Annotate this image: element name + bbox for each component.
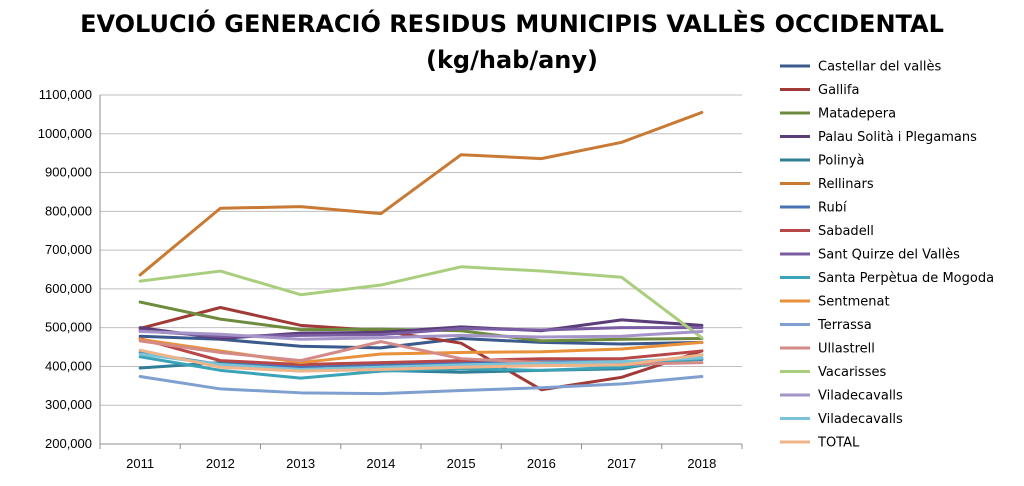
chart-title-line2: (kg/hab/any)	[426, 46, 598, 74]
legend-label: Ullastrell	[818, 342, 875, 357]
series-line-0	[138, 334, 704, 350]
series-line-15	[138, 352, 704, 372]
x-tick-label: 2017	[607, 456, 636, 471]
x-tick-label: 2012	[206, 456, 235, 471]
y-tick-label: 300,000	[45, 397, 92, 412]
legend-label: Rubí	[818, 201, 847, 216]
chart-title-line1: EVOLUCIÓ GENERACIÓ RESIDUS MUNICIPIS VAL…	[80, 8, 944, 38]
legend: Castellar del vallès Gallifa Matadepera Pal…	[780, 60, 994, 451]
series-line-13	[138, 265, 704, 340]
legend-label: Vacarisses	[818, 365, 886, 380]
axes	[99, 95, 743, 449]
y-tick-label: 1000,000	[38, 126, 92, 141]
y-tick-label: 600,000	[45, 281, 92, 296]
series-line-11	[138, 375, 704, 396]
y-tick-label: 400,000	[45, 358, 92, 373]
legend-label: Viladecavalls	[818, 389, 903, 404]
legend-label: Polinyà	[818, 154, 864, 169]
series-line-9	[138, 355, 704, 380]
legend-label: Castellar del vallès	[818, 60, 941, 75]
x-tick-label: 2016	[527, 456, 556, 471]
legend-label: Sant Quirze del Vallès	[818, 248, 960, 263]
y-tick-labels: 200,000 300,000 400,000 500,000 600,000 700,0…	[38, 87, 92, 451]
y-tick-label: 800,000	[45, 203, 92, 218]
legend-label: Sabadell	[818, 224, 874, 239]
x-tick-label: 2015	[447, 456, 476, 471]
y-tick-label: 200,000	[45, 436, 92, 451]
series-line-16	[138, 348, 704, 373]
series-line-5	[138, 110, 704, 277]
legend-label: Terrassa	[817, 318, 872, 333]
legend-label: Sentmenat	[818, 295, 890, 310]
x-tick-label: 2018	[687, 456, 716, 471]
y-tick-label: 1100,000	[39, 87, 92, 102]
grid-lines	[100, 94, 742, 445]
legend-label: Gallifa	[818, 83, 859, 98]
legend-label: Rellinars	[818, 177, 874, 192]
y-tick-label: 900,000	[45, 165, 92, 180]
x-tick-label: 2013	[286, 456, 315, 471]
legend-label: Matadepera	[818, 107, 896, 122]
series-line-14	[138, 330, 704, 341]
x-tick-label: 2014	[366, 456, 395, 471]
series-line-7	[138, 337, 704, 367]
y-tick-label: 700,000	[45, 242, 92, 257]
legend-label: TOTAL	[817, 436, 860, 451]
y-tick-label: 500,000	[45, 320, 92, 335]
x-tick-label: 2011	[126, 456, 154, 471]
legend-label: Viladecavalls	[818, 412, 903, 427]
series-lines	[138, 110, 704, 396]
legend-label: Santa Perpètua de Mogoda	[818, 271, 994, 286]
series-line-3	[138, 318, 704, 341]
x-tick-labels: 2011 2012 2013 2014 2015 2016 2017 2018	[126, 456, 716, 471]
legend-label: Palau Solità i Plegamans	[818, 130, 977, 145]
